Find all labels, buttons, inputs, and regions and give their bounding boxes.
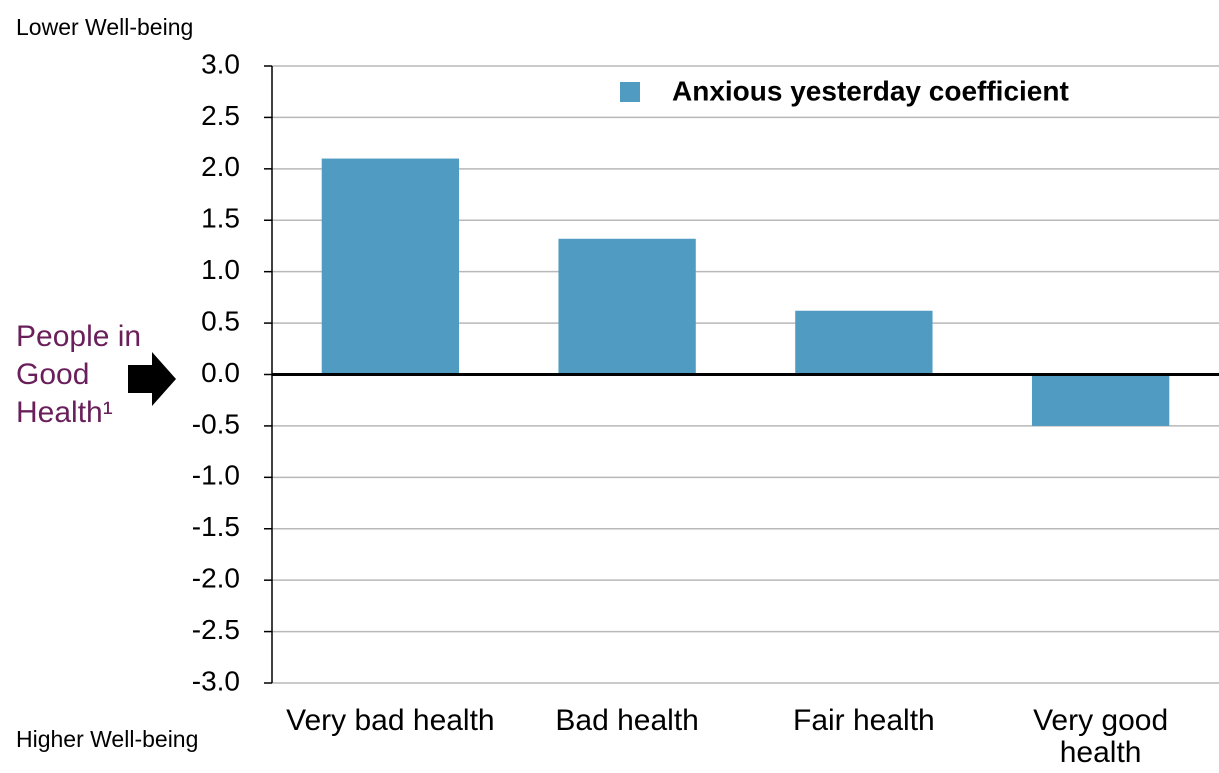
bar [795, 310, 933, 375]
bar [558, 238, 696, 375]
bar [1031, 374, 1170, 426]
legend-label: Anxious yesterday coefficient [672, 75, 1069, 106]
y-tick-label: 2.0 [201, 151, 240, 182]
legend-box [645, 72, 1219, 114]
reference-annotation: People in Good Health¹ [16, 320, 142, 429]
y-tick-label: -1.5 [192, 511, 240, 542]
y-tick-label: -0.5 [192, 408, 240, 439]
y-tick-label: -2.0 [192, 563, 240, 594]
top-annotation: Lower Well-being [16, 14, 194, 40]
x-tick-label: Very good health [1033, 704, 1169, 769]
y-tick-label: 2.5 [201, 100, 240, 131]
y-tick-label: -1.0 [192, 460, 240, 491]
x-tick-label: Fair health [793, 704, 935, 737]
bottom-annotation: Higher Well-being [16, 726, 199, 752]
y-tick-label: -3.0 [192, 665, 240, 696]
x-tick-label: Bad health [555, 704, 699, 737]
y-tick-label: 1.5 [201, 203, 240, 234]
y-tick-label: -2.5 [192, 614, 240, 645]
x-tick-label: Very bad health [286, 704, 495, 737]
reference-arrow [128, 352, 176, 406]
y-tick-label: 1.0 [201, 254, 240, 285]
y-tick-label: 3.0 [201, 48, 240, 79]
legend-marker [620, 82, 640, 102]
y-tick-label: 0.5 [201, 305, 240, 336]
y-tick-label: 0.0 [201, 357, 240, 388]
bar [321, 158, 460, 375]
